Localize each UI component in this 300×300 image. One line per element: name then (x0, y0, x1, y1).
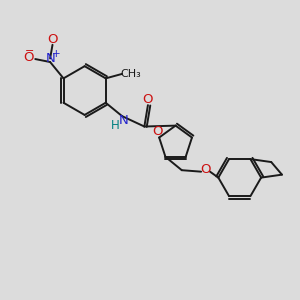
Text: N: N (118, 114, 128, 127)
Text: CH₃: CH₃ (120, 69, 141, 79)
Text: N: N (45, 52, 55, 65)
Text: −: − (25, 46, 34, 56)
Text: H: H (111, 119, 120, 132)
Text: O: O (23, 51, 34, 64)
Text: +: + (52, 49, 60, 59)
Text: O: O (143, 93, 153, 106)
Text: O: O (152, 124, 163, 137)
Text: O: O (47, 33, 58, 46)
Text: O: O (201, 163, 211, 176)
